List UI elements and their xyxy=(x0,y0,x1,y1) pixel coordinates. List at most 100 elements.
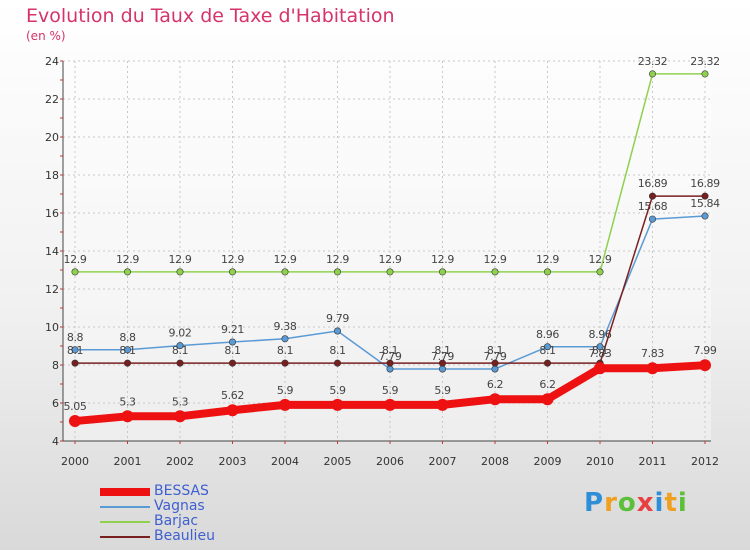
legend-label: BESSAS xyxy=(154,483,209,499)
data-label-beaulieu: 8.1 xyxy=(67,344,83,357)
data-point-bessas xyxy=(436,398,449,411)
data-point-vagnas xyxy=(229,338,237,346)
y-tick-label: 10 xyxy=(45,321,59,334)
logo-letter: o xyxy=(617,488,637,518)
data-point-vagnas xyxy=(176,342,184,350)
data-point-vagnas xyxy=(71,346,79,354)
data-label-barjac: 12.9 xyxy=(274,253,297,266)
x-tick-label: 2005 xyxy=(324,455,352,468)
logo-letter: i xyxy=(654,488,665,518)
data-point-beaulieu xyxy=(386,359,394,367)
data-label-beaulieu: 8.1 xyxy=(487,344,503,357)
data-point-vagnas xyxy=(281,335,289,343)
chart-title: Evolution du Taux de Taxe d'Habitation xyxy=(26,5,395,27)
data-point-beaulieu xyxy=(124,359,132,367)
data-label-vagnas: 7.79 xyxy=(484,350,507,363)
data-label-barjac: 12.9 xyxy=(431,253,454,266)
data-label-bessas: 6.2 xyxy=(539,378,555,391)
data-point-vagnas xyxy=(596,343,604,351)
data-label-beaulieu: 8.1 xyxy=(434,344,450,357)
data-point-barjac xyxy=(438,268,446,276)
data-label-barjac: 12.9 xyxy=(221,253,244,266)
data-label-beaulieu: 8.1 xyxy=(592,344,608,357)
data-label-barjac: 12.9 xyxy=(379,253,402,266)
y-tick-label: 12 xyxy=(45,283,59,296)
data-point-barjac xyxy=(71,268,79,276)
data-label-barjac: 12.9 xyxy=(484,253,507,266)
data-point-vagnas xyxy=(491,365,499,373)
x-tick-label: 2003 xyxy=(219,455,247,468)
data-label-barjac: 23.32 xyxy=(690,55,720,68)
data-label-beaulieu: 8.1 xyxy=(277,344,293,357)
data-label-vagnas: 7.79 xyxy=(379,350,402,363)
data-label-vagnas: 8.8 xyxy=(67,331,84,344)
logo-letter: P xyxy=(584,488,605,518)
data-label-beaulieu: 8.1 xyxy=(539,344,555,357)
x-tick-label: 2011 xyxy=(639,455,667,468)
data-label-bessas: 7.99 xyxy=(694,344,717,357)
data-label-bessas: 5.3 xyxy=(172,395,189,408)
data-point-vagnas xyxy=(333,327,341,335)
y-tick-label: 16 xyxy=(45,207,59,220)
data-label-bessas: 6.2 xyxy=(487,378,503,391)
data-label-vagnas: 15.68 xyxy=(638,200,668,213)
data-point-beaulieu xyxy=(648,192,656,200)
chart-subtitle: (en %) xyxy=(26,29,66,43)
data-label-barjac: 12.9 xyxy=(64,253,87,266)
y-tick-label: 18 xyxy=(45,169,59,182)
x-tick-label: 2007 xyxy=(429,455,457,468)
data-label-beaulieu: 16.89 xyxy=(690,177,720,190)
legend-label: Beaulieu xyxy=(154,528,215,544)
data-point-barjac xyxy=(124,268,132,276)
data-label-beaulieu: 8.1 xyxy=(119,344,135,357)
data-point-bessas xyxy=(541,393,554,406)
data-label-vagnas: 9.21 xyxy=(221,323,244,336)
logo-letter: t xyxy=(664,488,678,518)
legend-swatch xyxy=(100,488,150,496)
x-tick-label: 2000 xyxy=(61,455,89,468)
data-label-barjac: 12.9 xyxy=(589,253,612,266)
data-point-beaulieu xyxy=(71,359,79,367)
data-point-vagnas xyxy=(543,343,551,351)
data-label-vagnas: 7.79 xyxy=(431,350,454,363)
data-point-barjac xyxy=(491,268,499,276)
data-label-vagnas: 9.79 xyxy=(326,312,349,325)
logo-letter: i xyxy=(677,488,688,518)
logo-letter: r xyxy=(604,488,618,518)
data-point-bessas xyxy=(646,362,659,375)
proxiti-logo: Proxiti xyxy=(584,488,688,518)
y-tick-label: 6 xyxy=(52,397,59,410)
legend-label: Barjac xyxy=(154,513,199,529)
data-point-vagnas xyxy=(701,212,709,220)
data-label-beaulieu: 8.1 xyxy=(224,344,240,357)
data-label-beaulieu: 8.1 xyxy=(382,344,398,357)
data-point-bessas xyxy=(699,359,711,372)
y-tick-label: 4 xyxy=(52,435,59,448)
data-point-bessas xyxy=(174,410,186,423)
legend-label: Vagnas xyxy=(154,498,205,514)
x-tick-label: 2004 xyxy=(271,455,299,468)
data-label-vagnas: 9.38 xyxy=(274,320,297,333)
data-point-bessas xyxy=(594,362,606,375)
data-label-beaulieu: 8.1 xyxy=(172,344,188,357)
data-point-bessas xyxy=(121,410,134,423)
data-point-barjac xyxy=(333,268,341,276)
data-label-vagnas: 15.84 xyxy=(690,197,720,210)
data-label-bessas: 5.9 xyxy=(434,384,451,397)
x-tick-label: 2002 xyxy=(166,455,194,468)
data-label-vagnas: 9.02 xyxy=(169,327,192,340)
data-label-bessas: 5.9 xyxy=(329,384,346,397)
x-tick-label: 2008 xyxy=(481,455,509,468)
data-label-barjac: 12.9 xyxy=(169,253,192,266)
x-tick-label: 2012 xyxy=(691,455,719,468)
legend-swatch xyxy=(100,536,150,538)
x-tick-label: 2006 xyxy=(376,455,404,468)
data-point-vagnas xyxy=(648,215,656,223)
data-point-bessas xyxy=(226,404,239,417)
x-tick-label: 2009 xyxy=(534,455,562,468)
data-point-beaulieu xyxy=(701,192,709,200)
y-tick-label: 24 xyxy=(45,55,59,68)
logo-letter: x xyxy=(636,488,655,518)
legend-swatch xyxy=(100,506,150,508)
